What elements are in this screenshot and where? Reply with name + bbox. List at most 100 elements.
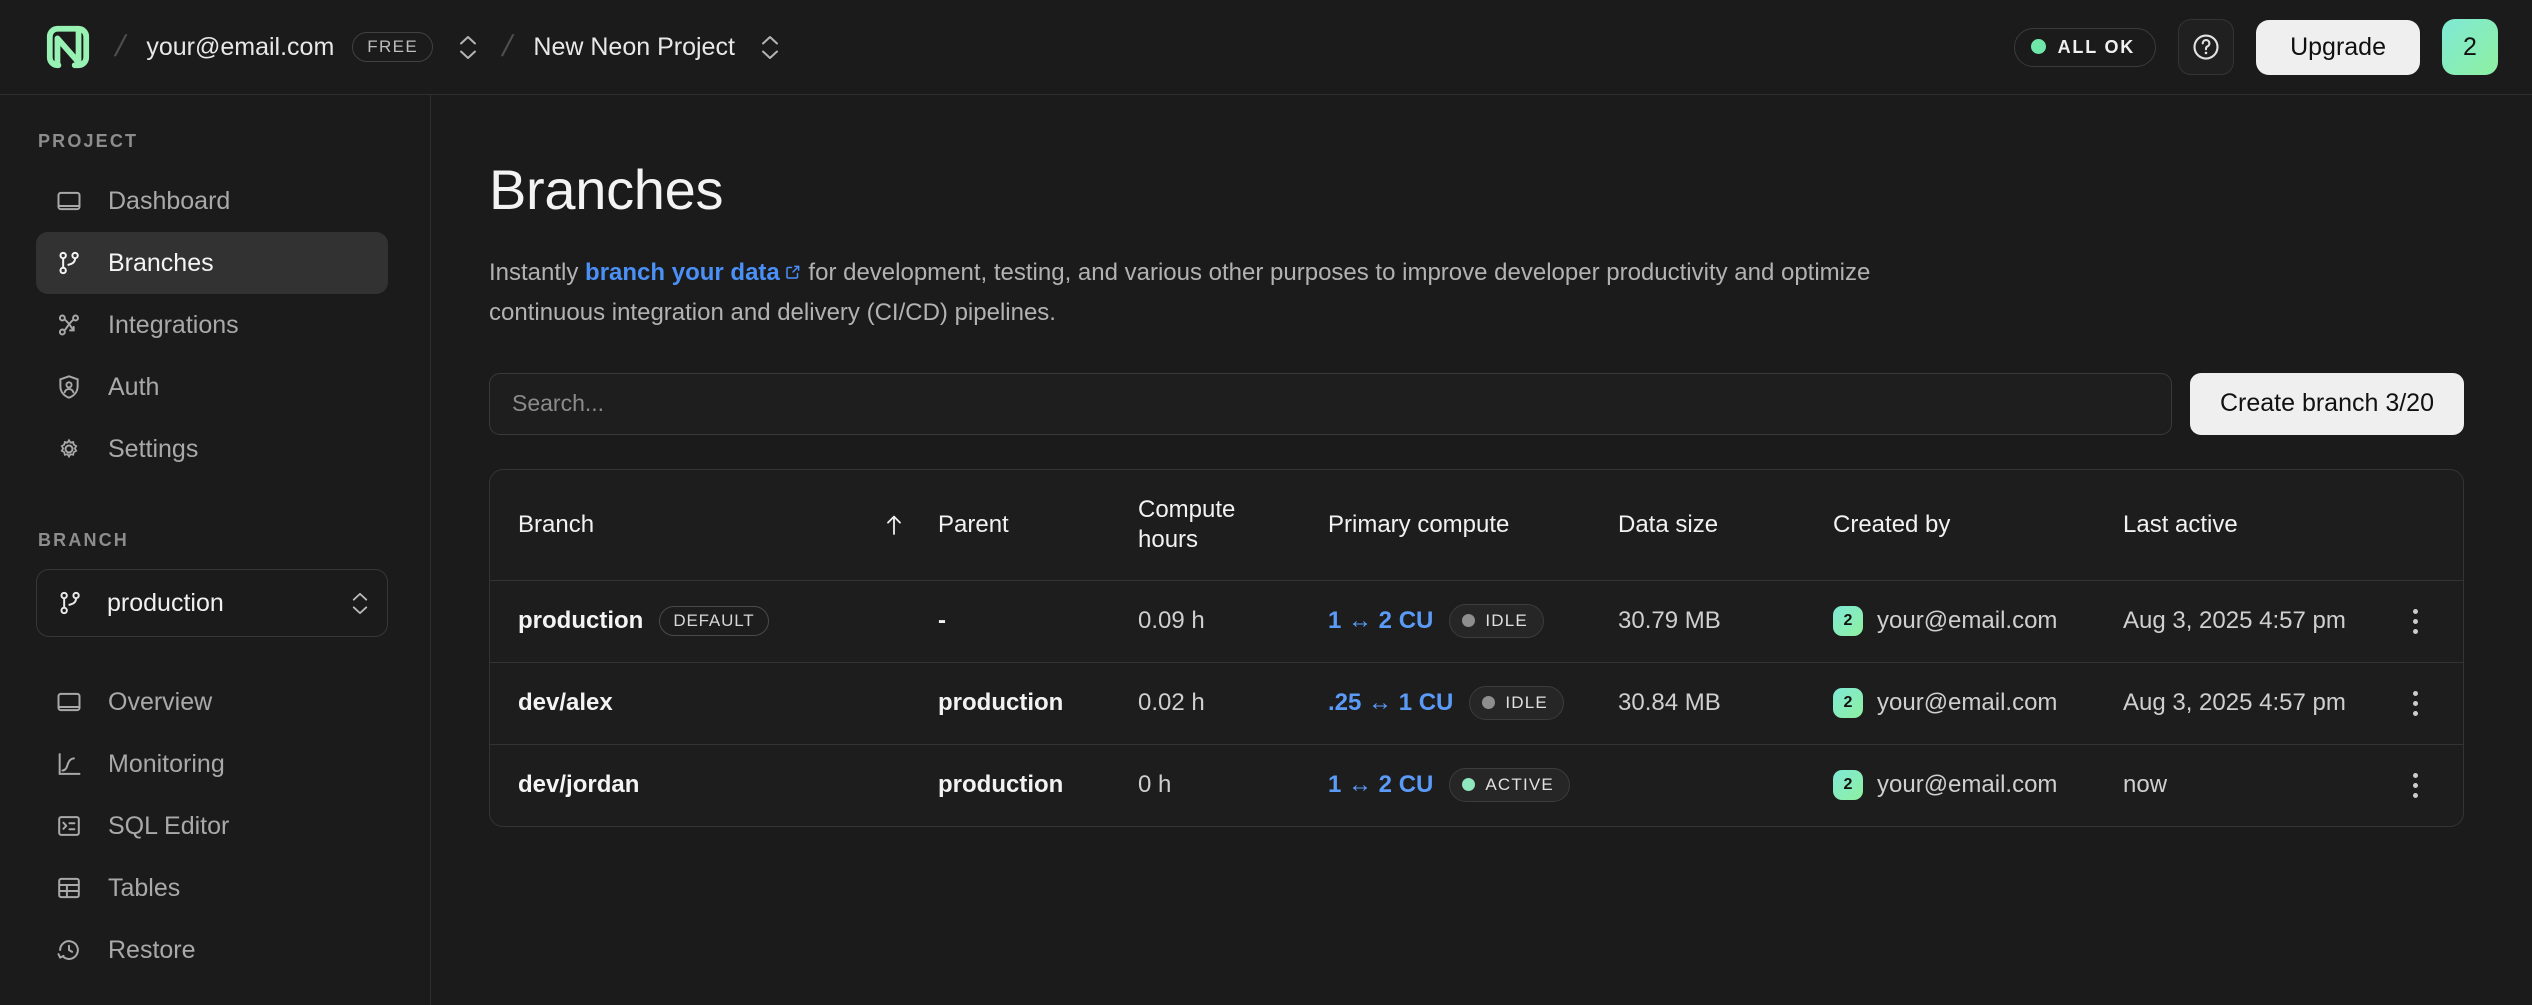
status-badge: IDLE	[1469, 686, 1564, 721]
avatar: 2	[1833, 770, 1863, 801]
cell-last-active: now	[2123, 771, 2168, 799]
avatar[interactable]: 2	[2442, 19, 2498, 75]
sidebar-item-label: Settings	[108, 434, 199, 463]
breadcrumb-separator-1: /	[112, 30, 129, 63]
upgrade-button[interactable]: Upgrade	[2256, 19, 2420, 75]
cell-branch: production DEFAULT	[518, 606, 883, 637]
branches-table: Branch Parent Compute hours Primary comp…	[489, 468, 2464, 827]
cell-last-active: Aug 3, 2025 4:57 pm	[2123, 689, 2346, 717]
compute-size-link[interactable]: 1 ↔ 2 CU	[1328, 607, 1434, 635]
account-email[interactable]: your@email.com	[146, 32, 335, 61]
chevron-updown-icon	[351, 592, 369, 615]
status-badge[interactable]: ALL OK	[2013, 27, 2157, 67]
sidebar-item-overview[interactable]: Overview	[36, 671, 388, 733]
cell-last-active: Aug 3, 2025 4:57 pm	[2123, 607, 2346, 635]
compute-hours-line-1: Compute	[1138, 495, 1236, 523]
creator-email: your@email.com	[1877, 607, 2058, 635]
branch-selector[interactable]: production	[36, 569, 388, 637]
row-menu-button[interactable]	[2395, 601, 2435, 641]
table-grid-icon	[54, 873, 84, 903]
cell-data-size: 30.79 MB	[1618, 607, 1721, 635]
top-bar: / your@email.com FREE / New Neon Project…	[0, 0, 2532, 95]
cell-created-by: 2 your@email.com	[1833, 770, 2123, 801]
table-row[interactable]: dev/alex production 0.02 h .25 ↔ 1 CU ID…	[490, 661, 2463, 744]
top-bar-actions: ALL OK Upgrade 2	[2013, 19, 2498, 75]
sidebar-item-label: SQL Editor	[108, 811, 230, 840]
cell-actions	[2375, 765, 2435, 805]
sidebar-item-label: Branches	[108, 248, 214, 277]
cell-parent[interactable]: production	[938, 689, 1064, 717]
cell-primary-compute: 1 ↔ 2 CU ACTIVE	[1328, 768, 1618, 803]
column-header-primary-compute[interactable]: Primary compute	[1328, 510, 1510, 538]
column-header-created-by[interactable]: Created by	[1833, 510, 1951, 538]
page-intro: Instantly branch your data for developme…	[489, 254, 1889, 333]
column-header-compute-hours[interactable]: Compute hours	[1138, 495, 1328, 555]
sidebar-item-auth[interactable]: Auth	[36, 356, 388, 418]
terminal-icon	[54, 811, 84, 841]
cell-actions	[2375, 601, 2435, 641]
row-menu-button[interactable]	[2395, 683, 2435, 723]
cell-compute-hours: 0.09 h	[1138, 607, 1205, 635]
table-row[interactable]: dev/jordan production 0 h 1 ↔ 2 CU ACTIV…	[490, 743, 2463, 826]
cell-created-by: 2 your@email.com	[1833, 606, 2123, 637]
project-name[interactable]: New Neon Project	[533, 32, 735, 61]
compute-hours-line-2: hours	[1138, 525, 1199, 553]
column-header-last-active[interactable]: Last active	[2123, 510, 2238, 538]
sidebar-item-settings[interactable]: Settings	[36, 418, 388, 480]
search-input[interactable]	[489, 372, 2172, 435]
cell-compute-hours: 0 h	[1138, 771, 1172, 799]
cell-compute-hours: 0.02 h	[1138, 689, 1205, 717]
sidebar-item-integrations[interactable]: Integrations	[36, 294, 388, 356]
column-header-parent[interactable]: Parent	[938, 510, 1009, 538]
sidebar-item-tables[interactable]: Tables	[36, 857, 388, 919]
main-content: Branches Instantly branch your data for …	[431, 95, 2532, 1005]
project-switcher-chevrons[interactable]	[757, 35, 783, 60]
compute-size-link[interactable]: .25 ↔ 1 CU	[1328, 689, 1454, 717]
git-branch-icon	[55, 588, 85, 618]
column-header-data-size[interactable]: Data size	[1618, 510, 1719, 538]
column-header-branch[interactable]: Branch	[518, 510, 595, 538]
default-badge: DEFAULT	[659, 606, 769, 637]
account-switcher-chevrons[interactable]	[455, 35, 481, 60]
breadcrumb-separator-2: /	[499, 30, 516, 63]
neon-logo-icon[interactable]	[42, 21, 94, 73]
git-branch-icon	[54, 248, 84, 278]
arrow-up-icon[interactable]	[883, 513, 938, 537]
sidebar-item-branches[interactable]: Branches	[36, 232, 388, 294]
external-link-icon	[784, 255, 802, 294]
shield-user-icon	[54, 372, 84, 402]
cell-primary-compute: 1 ↔ 2 CU IDLE	[1328, 604, 1618, 639]
sidebar-section-branch: BRANCH	[38, 530, 129, 550]
sidebar-item-monitoring[interactable]: Monitoring	[36, 733, 388, 795]
status-ok-dot	[2030, 39, 2046, 54]
compute-size-link[interactable]: 1 ↔ 2 CU	[1328, 771, 1434, 799]
creator-email: your@email.com	[1877, 771, 2058, 799]
intro-suffix: for development, testing, and various ot…	[489, 259, 1871, 326]
window-icon	[54, 186, 84, 216]
branch-name[interactable]: dev/alex	[518, 689, 613, 717]
link-label: branch your data	[585, 259, 780, 286]
table-row[interactable]: production DEFAULT - 0.09 h 1 ↔ 2 CU IDL…	[490, 579, 2463, 662]
gear-icon	[54, 434, 84, 464]
sidebar-item-restore[interactable]: Restore	[36, 919, 388, 981]
cell-created-by: 2 your@email.com	[1833, 688, 2123, 719]
row-menu-button[interactable]	[2395, 765, 2435, 805]
status-dot	[1482, 696, 1496, 710]
status-badge: IDLE	[1449, 604, 1544, 639]
create-branch-button[interactable]: Create branch 3/20	[2189, 372, 2464, 435]
sidebar-item-label: Auth	[108, 372, 160, 401]
cell-branch: dev/alex	[518, 689, 883, 717]
sidebar-item-label: Monitoring	[108, 749, 225, 778]
sidebar-item-label: Restore	[108, 935, 196, 964]
branch-your-data-link[interactable]: branch your data	[585, 259, 802, 286]
sidebar-item-dashboard[interactable]: Dashboard	[36, 170, 388, 232]
question-circle-icon[interactable]	[2178, 19, 2235, 75]
cell-primary-compute: .25 ↔ 1 CU IDLE	[1328, 686, 1618, 721]
cell-parent: -	[938, 607, 946, 635]
cell-parent[interactable]: production	[938, 771, 1064, 799]
sidebar-item-sql-editor[interactable]: SQL Editor	[36, 795, 388, 857]
branch-name[interactable]: production	[518, 607, 644, 635]
branch-name[interactable]: dev/jordan	[518, 771, 640, 799]
sidebar: PROJECT Dashboard Branches	[0, 95, 431, 1005]
status-badge: ACTIVE	[1449, 768, 1570, 803]
